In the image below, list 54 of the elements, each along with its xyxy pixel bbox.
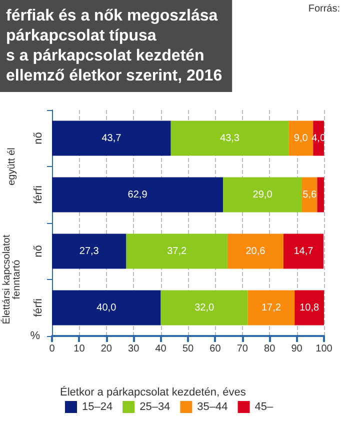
x-tick-label: 80 [264, 344, 276, 354]
legend-title: Életkor a párkapcsolat kezdetén, éves [60, 386, 246, 398]
x-tick-label: 40 [155, 344, 167, 354]
data-label: 9,0 [294, 132, 308, 144]
bar [52, 290, 161, 326]
data-label: 10,8 [300, 302, 320, 314]
chart-title: férfiak és a nők megoszlása párkapcsolat típusa s a párkapcsolat kezdetén ellemző életkor szerint, 2016 [6, 8, 222, 84]
x-tick-label: 20 [100, 344, 112, 354]
x-tick-label: 30 [128, 344, 140, 354]
data-label: 32,0 [194, 302, 214, 314]
data-label: 43,7 [102, 132, 122, 144]
data-label: 5,6 [302, 189, 317, 200]
data-label: 40,0 [96, 302, 117, 314]
data-label: 29,0 [252, 189, 273, 200]
y-tick-label: férfi [32, 298, 44, 317]
bar [223, 177, 302, 212]
x-tick-label: 0 [49, 344, 56, 354]
x-axis-title: % [30, 330, 40, 342]
x-tick-label: 70 [236, 344, 248, 354]
text: Forrás: [308, 4, 340, 14]
data-label: 43,3 [220, 132, 240, 144]
bar [227, 234, 284, 269]
x-tick-label: 100 [316, 344, 333, 354]
text: együtt él [6, 148, 18, 186]
bar [160, 290, 248, 326]
bar [283, 234, 324, 269]
legend-label: 45– [254, 401, 274, 413]
bar [317, 177, 324, 212]
x-tick-label: 90 [291, 344, 303, 354]
y-tick-label: nő [32, 132, 44, 144]
x-tick-label: 10 [74, 344, 86, 354]
text: Élettársi kapcsolatot fenntartó [0, 234, 22, 324]
bar [288, 120, 314, 156]
data-label: 17,2 [262, 302, 282, 314]
data-label: 62,9 [128, 189, 148, 200]
bar [170, 120, 289, 156]
x-tick-label: 50 [182, 344, 194, 354]
x-tick-label: 60 [210, 344, 222, 354]
legend-label: 35–44 [197, 401, 228, 413]
bar [294, 290, 324, 326]
data-label: 27,3 [79, 246, 100, 257]
data-label: 37,2 [167, 246, 188, 257]
y-tick-label: férfi [32, 186, 44, 204]
bar [126, 234, 228, 269]
bar [302, 177, 318, 212]
legend-label: 25–34 [140, 401, 170, 413]
legend-label: 15–24 [82, 401, 113, 413]
bar [52, 234, 126, 269]
bar [52, 177, 224, 212]
y-tick-label: nő [32, 245, 44, 258]
bar [52, 120, 171, 156]
data-label: 14,7 [294, 246, 314, 257]
data-label: 20,6 [246, 246, 266, 257]
bar [248, 290, 295, 326]
